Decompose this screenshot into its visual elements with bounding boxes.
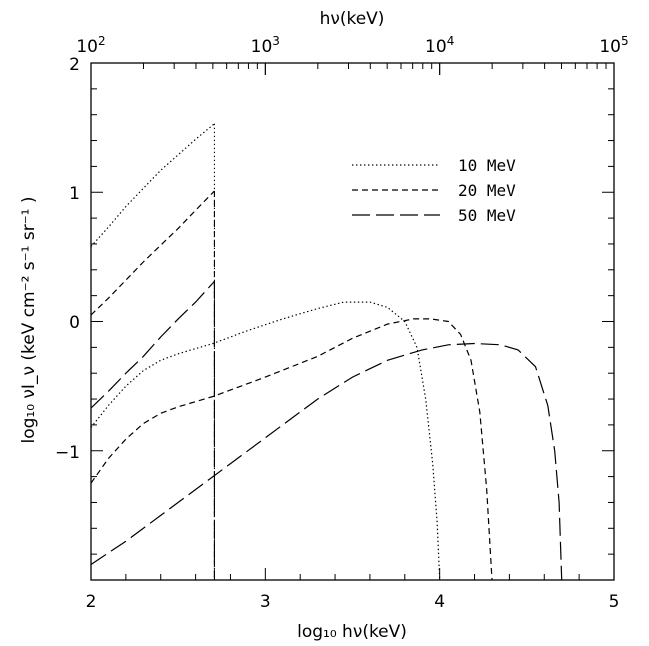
top-tick-label: 103 bbox=[251, 34, 280, 57]
top-tick-labels: 102 103 104 105 bbox=[76, 34, 628, 57]
top-tick-label: 104 bbox=[425, 34, 454, 57]
top-tick-label: 102 bbox=[76, 34, 105, 57]
series-curves bbox=[90, 123, 563, 581]
x-tick-label: 4 bbox=[434, 592, 445, 612]
legend: 10 MeV 20 MeV 50 MeV bbox=[352, 156, 516, 225]
top-tick-label: 105 bbox=[599, 34, 628, 57]
plot-frame bbox=[90, 62, 615, 581]
series-line-50mev-lower bbox=[90, 342, 563, 581]
y-tick-label: 1 bbox=[69, 184, 80, 204]
x-tick-labels: 2 3 4 5 bbox=[86, 592, 620, 612]
x-axis-title: log₁₀ hν(keV) bbox=[297, 622, 407, 642]
axis-ticks bbox=[90, 62, 615, 581]
x-tick-label: 3 bbox=[260, 592, 271, 612]
legend-label-20mev: 20 MeV bbox=[458, 181, 516, 200]
legend-label-50mev: 50 MeV bbox=[458, 206, 516, 225]
series-line-10mev-lower bbox=[90, 301, 441, 581]
y-tick-label: 0 bbox=[69, 313, 80, 333]
y-tick-label: −1 bbox=[55, 443, 80, 463]
series-line-50mev-upper bbox=[90, 280, 215, 409]
y-tick-label: 2 bbox=[69, 55, 80, 75]
y-tick-labels: −1 0 1 2 bbox=[55, 55, 80, 463]
top-axis-title: hν(keV) bbox=[320, 9, 385, 29]
y-axis-title: log₁₀ νI_ν (keV cm⁻² s⁻¹ sr⁻¹ ) bbox=[19, 196, 39, 443]
series-line-20mev-lower bbox=[90, 318, 493, 581]
series-line-10mev-upper bbox=[90, 123, 215, 247]
series-line-20mev-upper bbox=[90, 190, 215, 316]
x-tick-label: 5 bbox=[609, 592, 620, 612]
legend-label-10mev: 10 MeV bbox=[458, 156, 516, 175]
x-tick-label: 2 bbox=[86, 592, 97, 612]
